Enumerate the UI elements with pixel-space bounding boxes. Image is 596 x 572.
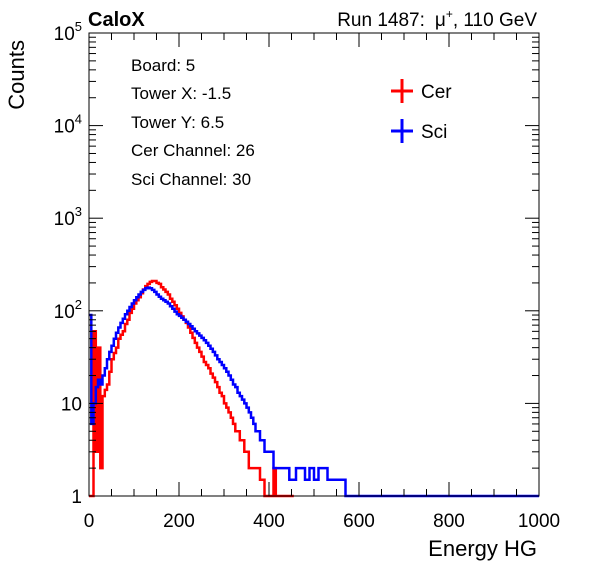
- y-tick-label: 1: [71, 487, 82, 508]
- y-tick-label: 102: [54, 297, 82, 323]
- y-tick-label: 105: [54, 19, 82, 45]
- legend: Cer Sci: [391, 79, 452, 143]
- plot-frame: [88, 32, 540, 497]
- run-label: Run 1487:: [337, 10, 425, 31]
- x-axis-title: Energy HG: [428, 536, 537, 561]
- particle-label: μ: [435, 10, 446, 31]
- x-tick-label: 400: [253, 511, 285, 532]
- info-board: Board: 5: [131, 56, 195, 75]
- y-tick-label: 103: [54, 204, 82, 230]
- info-tower-y: Tower Y: 6.5: [131, 113, 224, 132]
- beam-energy: , 110 GeV: [453, 10, 537, 31]
- y-tick-label: 104: [54, 112, 82, 138]
- info-box: [118, 46, 358, 196]
- x-tick-label: 800: [433, 511, 465, 532]
- legend-item-cer: Cer: [391, 79, 452, 103]
- series-layer: [89, 279, 539, 498]
- x-tick-label: 0: [84, 511, 95, 532]
- x-tick-label: 1000: [518, 511, 560, 532]
- info-tower-x: Tower X: -1.5: [131, 84, 231, 103]
- y-tick-label: 10: [61, 394, 82, 415]
- legend-item-sci: Sci: [391, 119, 447, 143]
- info-cer-channel: Cer Channel: 26: [131, 141, 255, 160]
- info-sci-channel: Sci Channel: 30: [131, 170, 251, 189]
- experiment-label: CaloX: [88, 9, 145, 31]
- axes-layer: 0 200 400 600 800 1000 1 10 102 103 104 105: [54, 19, 561, 532]
- legend-label-sci: Sci: [421, 122, 447, 143]
- x-tick-label: 600: [343, 511, 375, 532]
- particle-charge: +: [446, 7, 453, 21]
- x-tick-label: 200: [163, 511, 195, 532]
- run-info: Run 1487: μ+, 110 GeV: [337, 7, 537, 31]
- series-sci-line: [89, 286, 539, 498]
- y-axis-title: Counts: [4, 40, 29, 110]
- legend-label-cer: Cer: [421, 82, 452, 103]
